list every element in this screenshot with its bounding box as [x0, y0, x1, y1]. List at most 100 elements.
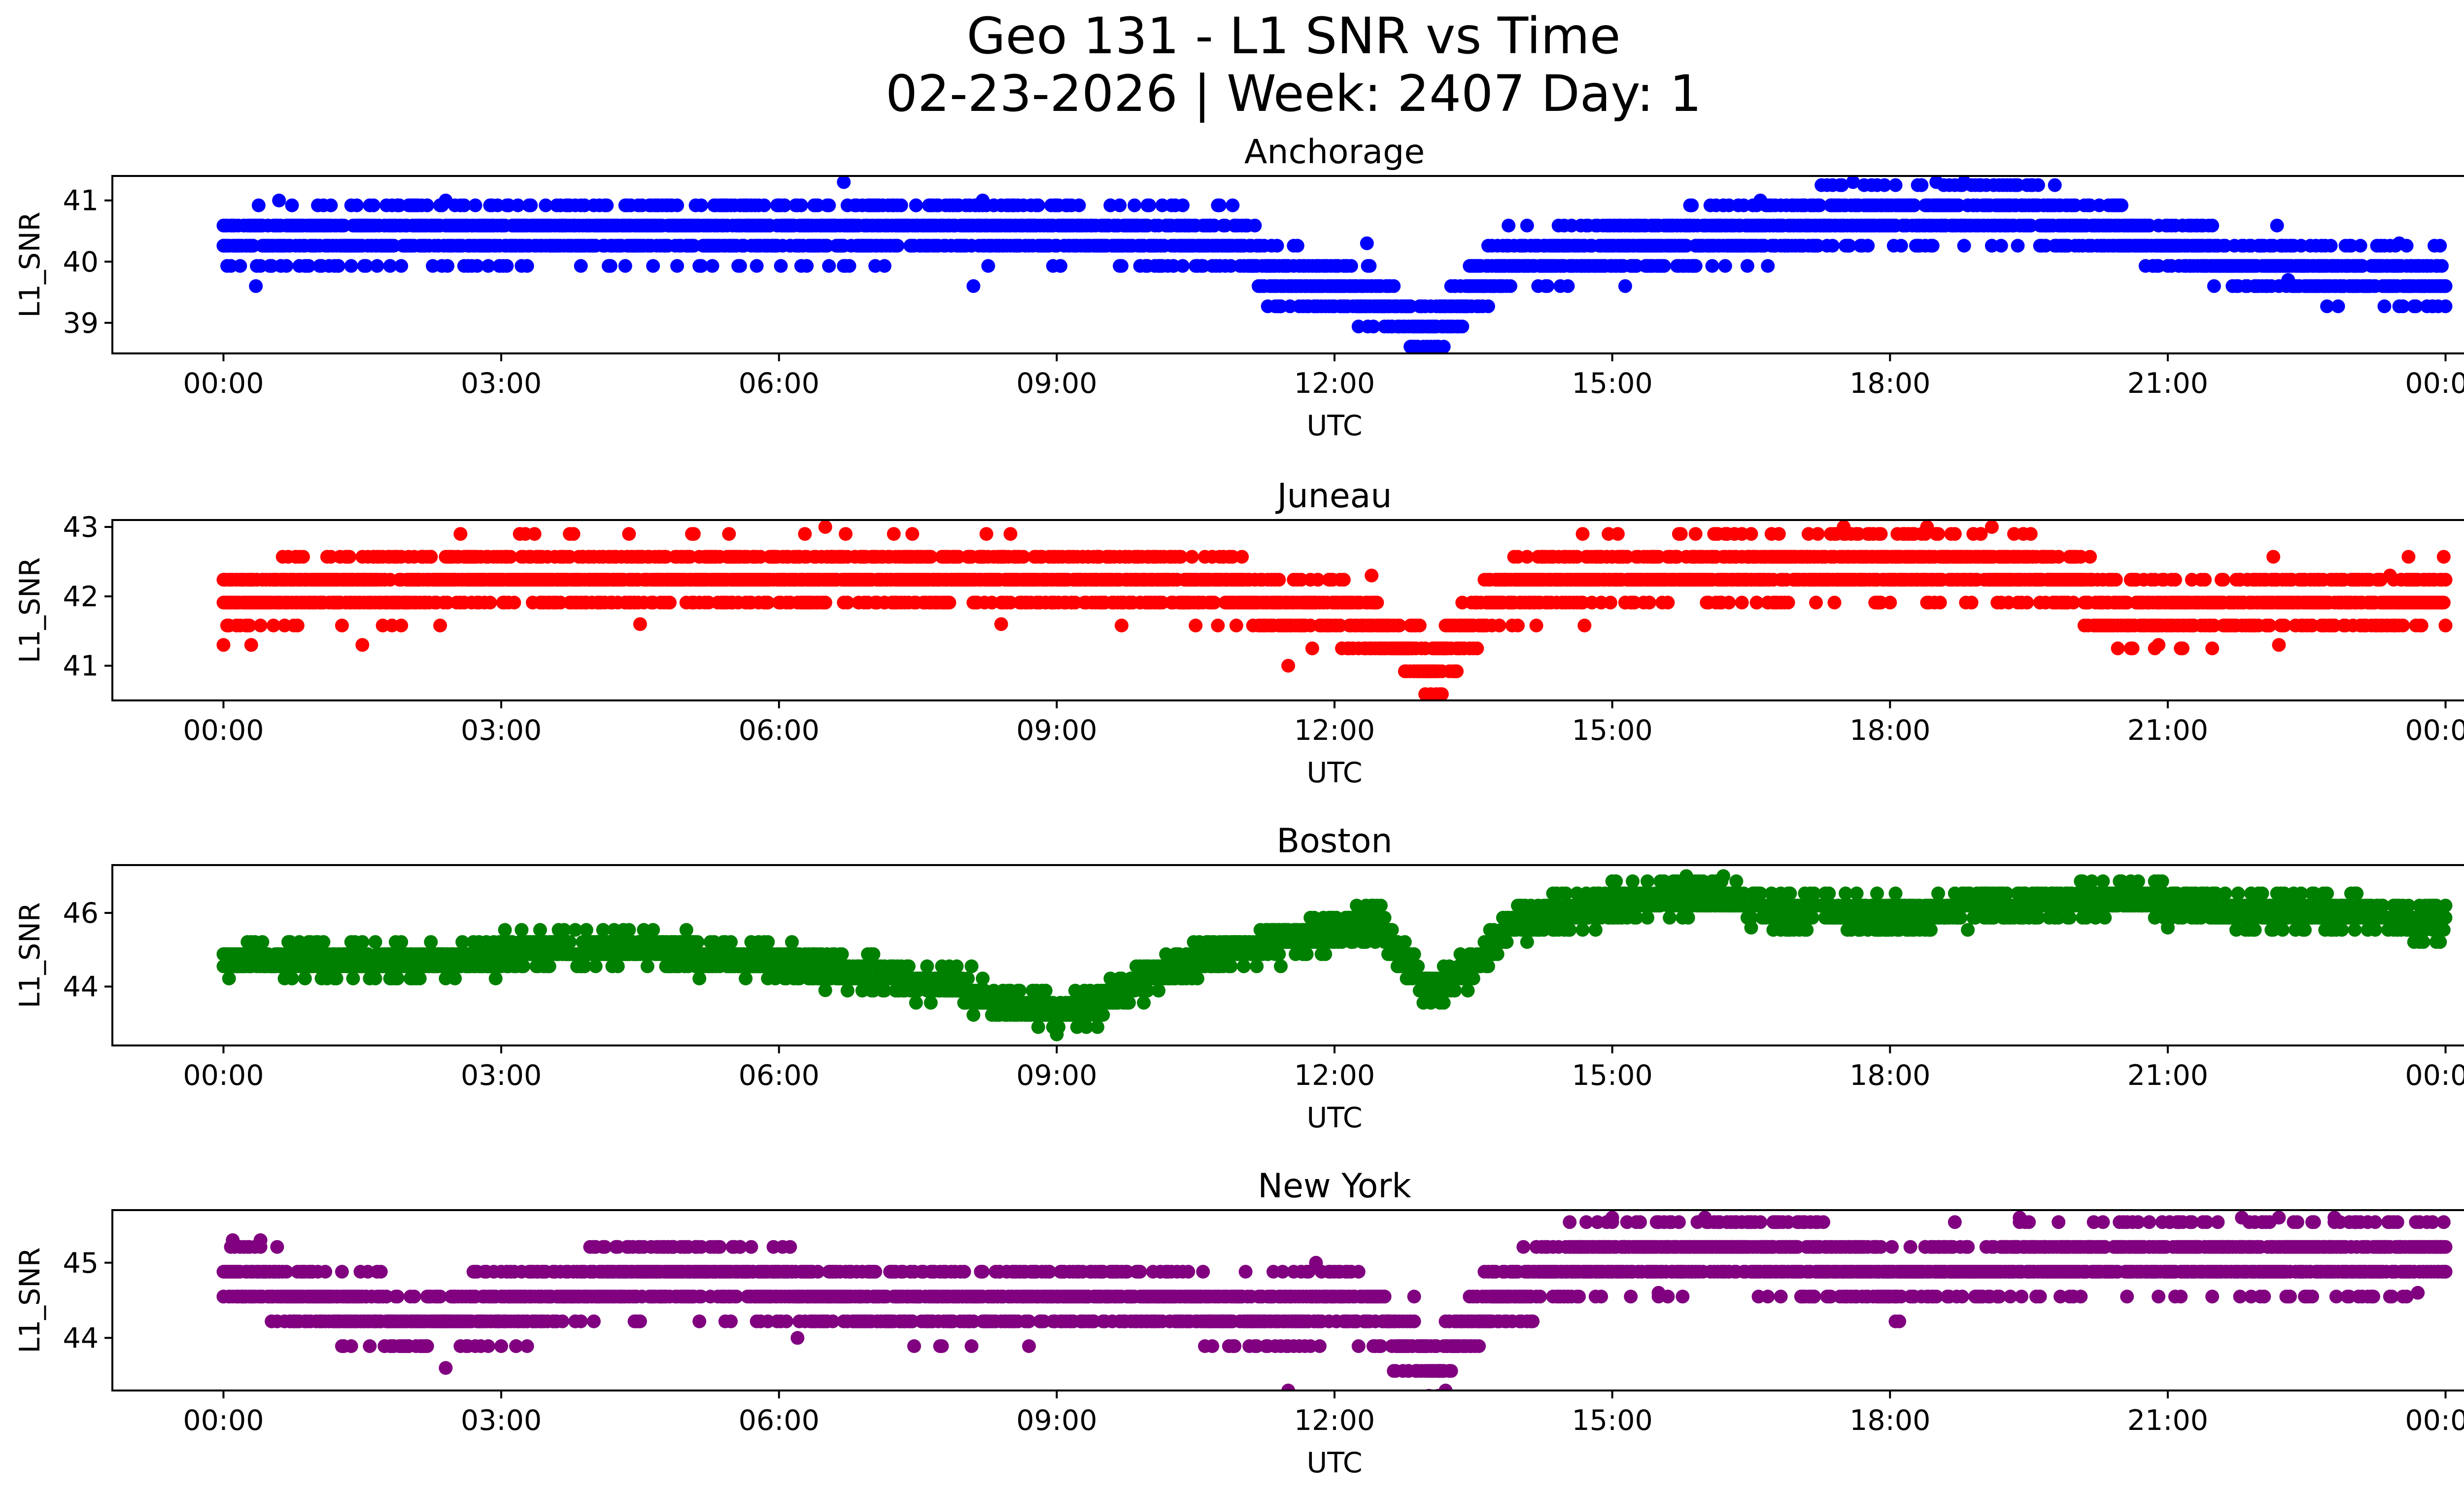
data-point: [527, 527, 542, 541]
data-point: [1610, 527, 1625, 541]
data-point: [2205, 218, 2220, 233]
data-point: [1248, 218, 1262, 233]
data-point: [483, 595, 497, 610]
data-point: [251, 198, 266, 212]
x-tick-label: 03:00: [461, 367, 542, 400]
subplot-juneau: 00:00 03:00 06:00 09:00 12:00 15:00 18:00 21:00…: [14, 477, 2464, 789]
data-point: [670, 198, 684, 212]
data-point: [1957, 176, 1971, 189]
x-tick-label: 18:00: [1849, 367, 1930, 400]
data-point: [249, 279, 263, 293]
data-point: [818, 595, 832, 610]
x-tick-label: 06:00: [739, 367, 820, 400]
data-point: [433, 619, 447, 632]
data-point: [1540, 279, 1555, 293]
data-point: [2353, 239, 2367, 253]
data-point: [1618, 279, 1632, 293]
data-point: [1894, 239, 1908, 253]
data-point: [774, 259, 788, 273]
x-axis-label: UTC: [1307, 410, 1363, 442]
data-point: [1511, 619, 1525, 632]
data-point: [686, 527, 701, 541]
data-point: [1994, 239, 2008, 253]
data-point: [1229, 619, 1243, 632]
data-point: [424, 550, 438, 564]
data-point: [600, 198, 614, 212]
subplot-grid: 00:00 03:00 06:00 09:00 12:00 15:00 18:00 21:00…: [14, 133, 2464, 1479]
data-point: [1366, 319, 1380, 334]
data-point: [1455, 319, 1470, 334]
data-point: [470, 259, 484, 273]
x-tick-label: 00:00: [183, 367, 264, 400]
data-point: [1929, 176, 1944, 189]
data-point: [1412, 619, 1427, 632]
data-point: [1753, 193, 1768, 208]
data-point: [1907, 198, 1921, 212]
data-point: [1577, 619, 1592, 632]
data-point: [2207, 279, 2221, 293]
data-point: [1925, 239, 1940, 253]
data-point: [1207, 595, 1221, 610]
data-point: [722, 527, 736, 541]
data-point: [1561, 279, 1575, 293]
data-point: [822, 198, 836, 212]
data-point: [359, 259, 373, 273]
data-point: [1113, 198, 1127, 212]
data-point: [1336, 573, 1351, 587]
data-point: [524, 198, 538, 212]
data-point: [887, 527, 901, 541]
data-point: [890, 239, 905, 253]
data-point: [840, 595, 855, 610]
data-point: [1470, 641, 1484, 656]
data-point: [1481, 299, 1495, 313]
data-point: [342, 550, 356, 564]
data-point: [296, 550, 310, 564]
data-point: [1114, 619, 1129, 632]
data-point: [2438, 299, 2453, 313]
data-point: [1360, 236, 1374, 250]
data-point: [800, 259, 814, 273]
data-point: [1492, 619, 1506, 632]
data-point: [1957, 239, 1971, 253]
data-point: [1761, 259, 1775, 273]
data-point: [1370, 595, 1384, 610]
data-point: [839, 527, 853, 541]
data-point: [468, 198, 482, 212]
data-point: [733, 259, 747, 273]
y-tick-label: 41: [63, 185, 99, 217]
data-point: [1211, 619, 1225, 632]
data-point: [2396, 299, 2410, 313]
data-point: [909, 198, 923, 212]
data-point: [2409, 299, 2423, 313]
data-point: [979, 527, 993, 541]
data-point: [1142, 198, 1157, 212]
x-tick-label: 00:00: [2405, 367, 2464, 400]
data-point: [1213, 198, 1227, 212]
x-tick-label: 09:00: [1016, 367, 1097, 400]
data-point: [420, 198, 434, 212]
scatter-series: [216, 520, 2453, 700]
data-point: [344, 259, 358, 273]
data-point: [822, 259, 836, 273]
data-point: [1363, 259, 1377, 273]
data-point: [511, 198, 525, 212]
data-point: [1520, 550, 1534, 564]
data-point: [2031, 178, 2045, 192]
data-point: [1290, 239, 1304, 253]
data-point: [539, 198, 553, 212]
data-point: [1603, 595, 1617, 610]
data-point: [1174, 550, 1188, 564]
data-point: [2433, 239, 2447, 253]
data-point: [798, 527, 812, 541]
data-point: [1740, 259, 1754, 273]
data-point: [566, 527, 581, 541]
data-point: [439, 193, 453, 208]
data-point: [905, 527, 920, 541]
data-point: [242, 619, 257, 632]
data-point: [694, 259, 708, 273]
data-point: [1688, 259, 1703, 273]
data-point: [331, 259, 345, 273]
data-point: [1825, 239, 1840, 253]
data-point: [285, 198, 299, 212]
